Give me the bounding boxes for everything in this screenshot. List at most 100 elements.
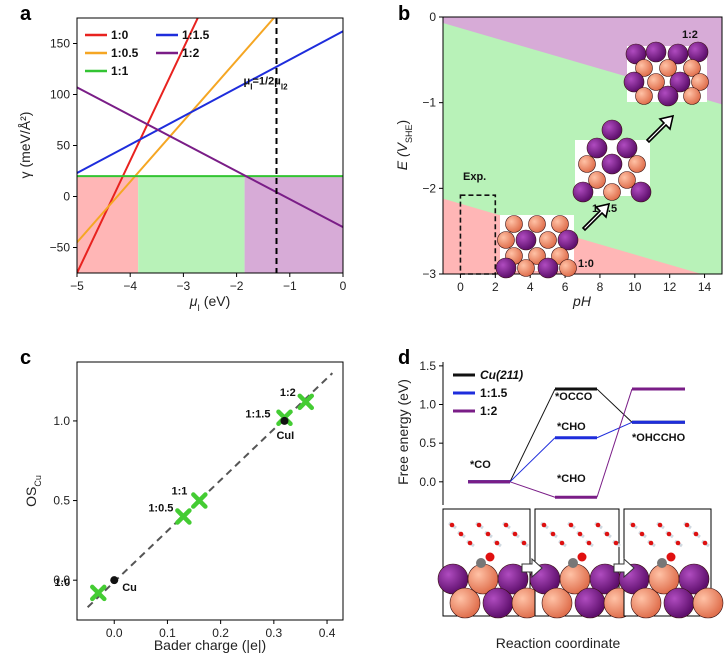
oxygen-atom — [458, 531, 464, 537]
x-tick-label: −5 — [70, 279, 84, 293]
region-1-1 — [138, 176, 245, 273]
point-label: 1:0 — [54, 577, 70, 589]
oxygen-atom — [648, 540, 654, 546]
copper-atom — [647, 73, 665, 91]
copper-atom — [578, 155, 596, 173]
copper-atom — [603, 183, 621, 201]
energy-connector — [596, 388, 633, 498]
iodine-atom — [515, 229, 537, 251]
x-tick-label: 0.2 — [212, 626, 229, 640]
copper-atom — [541, 587, 573, 619]
y-tick-label: −1 — [422, 96, 436, 110]
state-label-cho-purple: *CHO — [557, 473, 586, 485]
chart-a: −5 −4 −3 −2 −1 0 −50 0 50 100 150 μI=1/2μI2 1:0 1:… — [17, 17, 347, 313]
slab-1-0-image — [495, 215, 579, 279]
copper-atom — [588, 171, 606, 189]
panel-label-c: c — [20, 347, 31, 369]
data-point-1-2 — [297, 393, 315, 411]
point-label: 1:0.5 — [148, 502, 173, 514]
state-label-ohccho: *OHCCHO — [632, 432, 686, 444]
region-1-0 — [77, 176, 139, 273]
copper-atom — [683, 87, 701, 105]
step-arrow-icon — [521, 557, 543, 579]
x-tick-label: −1 — [283, 279, 297, 293]
iodine-atom — [687, 41, 709, 63]
legend-label-1-0.5: 1:0.5 — [111, 46, 139, 60]
series-line-1-2 — [77, 86, 343, 228]
data-point-1-0 — [90, 584, 107, 602]
copper-atom — [659, 59, 677, 77]
data-point-1-0.5 — [175, 508, 192, 525]
phase-label-1-0: 1:0 — [578, 258, 594, 270]
y-axis-label-b: E (VSHE) — [394, 120, 414, 170]
y-tick-label: 1.5 — [419, 359, 436, 373]
x-tick-label: 10 — [628, 280, 642, 294]
legend-d: Cu(211) 1:1.5 1:2 — [453, 368, 523, 418]
oxygen-atom — [476, 522, 482, 528]
y-tick-label: 1.0 — [419, 398, 436, 412]
x-axis-label-b: pH — [572, 293, 592, 309]
snapshot-3 — [618, 508, 724, 619]
data-point-1-1 — [191, 492, 208, 509]
oxygen-atom — [503, 522, 509, 528]
oxygen-atom — [521, 540, 527, 546]
iodine-atom — [630, 181, 652, 203]
y-tick-label: 0.0 — [419, 475, 436, 489]
data-point-CuI — [280, 416, 289, 425]
x-tick-label: 0 — [340, 279, 347, 293]
point-label: 1:1.5 — [245, 409, 270, 421]
copper-atom — [635, 59, 653, 77]
y-tick-label: 0.5 — [419, 436, 436, 450]
copper-atom — [559, 259, 577, 277]
x-axis-label-a: μI (eV) — [189, 293, 231, 313]
x-axis-label-d: Reaction coordinate — [496, 635, 621, 651]
iodine-atom — [574, 587, 606, 619]
chart-d: 0.0 0.5 1.0 1.5 Cu(211) 1:1.5 1:2 *CO *OCCO… — [395, 359, 724, 651]
legend-label-1-2: 1:2 — [182, 46, 200, 60]
legend-label-cu211: Cu(211) — [480, 368, 523, 382]
point-label: 1:1 — [171, 486, 187, 498]
copper-atom — [628, 155, 646, 173]
copper-atom — [497, 231, 515, 249]
x-tick-label: 0 — [457, 280, 464, 294]
legend-a: 1:0 1:0.5 1:1 1:1.5 1:2 — [85, 28, 210, 78]
copper-atom — [505, 215, 523, 233]
oxygen-atom — [512, 531, 518, 537]
legend-label-1-1.5: 1:1.5 — [182, 28, 210, 42]
slab-1-2-image — [623, 41, 709, 107]
x-tick-label: −3 — [177, 279, 191, 293]
copper-atom — [691, 73, 709, 91]
energy-connector — [509, 437, 556, 483]
x-tick-label: −2 — [230, 279, 244, 293]
carbon-atom — [568, 558, 578, 568]
x-tick-label: 2 — [492, 280, 499, 294]
copper-atom — [539, 231, 557, 249]
snapshot-2 — [529, 508, 635, 619]
state-label-co: *CO — [470, 459, 491, 471]
iodine-atom — [586, 137, 608, 159]
transition-arrow-icon — [581, 202, 611, 232]
iodine-atom — [657, 85, 679, 107]
y-tick-label: 150 — [50, 37, 70, 51]
oxygen-atom — [586, 540, 592, 546]
carbon-atom — [657, 558, 667, 568]
series-line-1-1.5 — [77, 30, 343, 174]
series-line-1-0.5 — [77, 18, 275, 244]
phase-label-1-2: 1:2 — [682, 29, 698, 41]
panel-label-a: a — [20, 3, 32, 25]
transition-arrow-icon — [645, 114, 675, 144]
x-tick-label: −4 — [123, 279, 137, 293]
oxygen-atom — [577, 552, 587, 562]
oxygen-atom — [630, 522, 636, 528]
oxygen-atom — [568, 522, 574, 528]
x-axis-label-c: Bader charge (|e|) — [154, 637, 266, 653]
oxygen-atom — [613, 540, 619, 546]
y-tick-label: 0 — [63, 190, 70, 204]
iodine-atom — [495, 257, 517, 279]
state-label-cho-blue: *CHO — [557, 421, 586, 433]
oxygen-atom — [494, 540, 500, 546]
iodine-atom — [601, 153, 623, 175]
iodine-atom — [482, 587, 514, 619]
oxygen-atom — [657, 522, 663, 528]
